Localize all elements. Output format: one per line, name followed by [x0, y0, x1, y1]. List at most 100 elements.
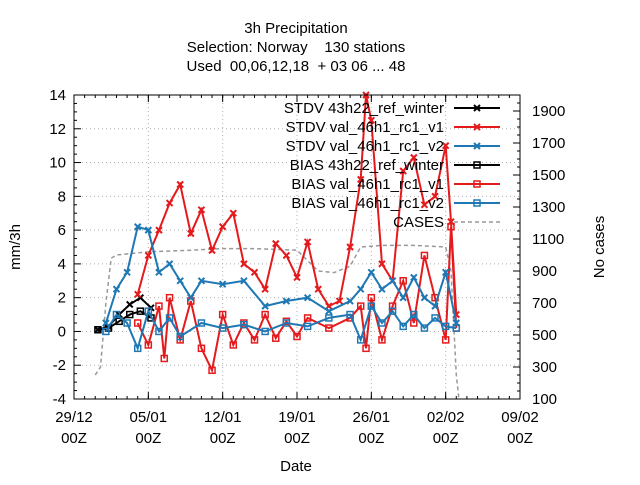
- data-point: [197, 277, 206, 285]
- data-point: [144, 251, 153, 260]
- data-point: [229, 209, 237, 217]
- data-point: [447, 222, 455, 231]
- data-point: [102, 319, 110, 327]
- series-1: [134, 91, 460, 319]
- data-point: [399, 277, 407, 285]
- data-point: [250, 268, 259, 277]
- chart-title-line-3: Used 00,06,12,18 + 03 06 ... 48: [187, 58, 406, 75]
- data-point: [441, 322, 450, 331]
- x-tick-label-hour: 00Z: [210, 430, 236, 447]
- data-point: [133, 344, 142, 353]
- data-point: [293, 273, 301, 282]
- data-point: [431, 192, 439, 201]
- y2-tick-label: 1500: [532, 167, 565, 184]
- data-point: [378, 336, 386, 344]
- data-point: [187, 293, 195, 302]
- data-point: [441, 336, 450, 344]
- data-point: [378, 285, 386, 293]
- data-point: [261, 285, 269, 293]
- data-point: [420, 201, 429, 209]
- x-tick-label-date: 12/01: [204, 409, 242, 426]
- data-point: [346, 297, 354, 305]
- data-point: [282, 251, 291, 260]
- data-point: [176, 332, 184, 341]
- data-point: [367, 268, 376, 277]
- data-point: [441, 268, 450, 277]
- x-tick-label-hour: 00Z: [61, 430, 87, 447]
- legend-marker: [473, 180, 481, 188]
- data-point: [144, 341, 153, 349]
- y-tick-label: 10: [49, 155, 66, 172]
- data-point: [165, 260, 174, 268]
- data-point: [240, 260, 248, 268]
- data-point: [346, 310, 354, 319]
- data-point: [325, 324, 333, 332]
- data-point: [112, 285, 121, 293]
- y2-tick-label: 100: [532, 391, 557, 408]
- data-point: [303, 314, 312, 322]
- data-point: [144, 307, 153, 315]
- y-tick-label: -4: [53, 391, 66, 408]
- data-point: [218, 223, 227, 231]
- y-tick-label: 2: [58, 290, 66, 307]
- data-point: [134, 290, 142, 298]
- data-point: [160, 354, 169, 363]
- data-point: [431, 314, 439, 322]
- data-point: [134, 223, 142, 231]
- x-tick-label-date: 02/02: [427, 409, 465, 426]
- plot-series: [94, 91, 461, 400]
- y2-tick-label: 1300: [532, 199, 565, 216]
- legend-marker: [473, 199, 481, 207]
- legend-label: BIAS val_46h1_rc1_v2: [291, 195, 444, 212]
- legend-label: CASES: [393, 214, 444, 231]
- data-point: [335, 297, 344, 305]
- series-2: [102, 223, 460, 327]
- x-tick-label-hour: 00Z: [507, 430, 533, 447]
- legend-label: STDV val_46h1_rc1_v1: [286, 119, 444, 136]
- y2-tick-label: 900: [532, 263, 557, 280]
- legend-label: BIAS 43h22_ref_winter: [290, 157, 444, 174]
- data-point: [452, 324, 461, 332]
- data-point: [410, 319, 418, 327]
- data-point: [123, 319, 131, 327]
- data-point: [293, 332, 301, 341]
- legend-marker: [473, 161, 481, 169]
- y-tick-label: 4: [58, 256, 66, 273]
- y-tick-label: 8: [58, 188, 66, 205]
- data-point: [399, 167, 407, 175]
- data-point: [126, 310, 134, 319]
- data-point: [314, 285, 322, 293]
- data-point: [218, 310, 227, 319]
- data-point: [367, 302, 376, 310]
- y2-tick-label: 700: [532, 295, 557, 312]
- data-point: [126, 300, 134, 309]
- legend-marker: [473, 142, 481, 150]
- data-point: [165, 199, 174, 207]
- data-point: [420, 324, 429, 332]
- data-point: [115, 317, 123, 326]
- y-tick-label: 6: [58, 222, 66, 239]
- x-axis-label: Date: [280, 458, 312, 475]
- data-point: [357, 175, 365, 184]
- data-point: [208, 366, 216, 375]
- data-point: [261, 302, 269, 310]
- series-line: [94, 244, 460, 400]
- data-point: [218, 280, 227, 288]
- y-tick-label: -2: [53, 357, 66, 374]
- data-point: [197, 206, 206, 214]
- data-point: [102, 327, 110, 336]
- x-tick-label-hour: 00Z: [284, 430, 310, 447]
- y2-tick-label: 1100: [532, 231, 564, 248]
- data-point: [197, 319, 206, 327]
- x-tick-label-date: 19/01: [278, 409, 316, 426]
- legend-label: STDV 43h22_ref_winter: [284, 100, 444, 117]
- legend-marker: [473, 104, 481, 112]
- data-point: [282, 319, 291, 327]
- y-axis-label: mm/3h: [7, 224, 24, 270]
- data-point: [155, 302, 163, 310]
- data-point: [240, 320, 248, 329]
- axis-ticks: -4 -2 0 2 4 6 8 10 12 14 100 300 500 700 900 1100 1300 15…: [49, 87, 565, 447]
- data-point: [399, 322, 407, 331]
